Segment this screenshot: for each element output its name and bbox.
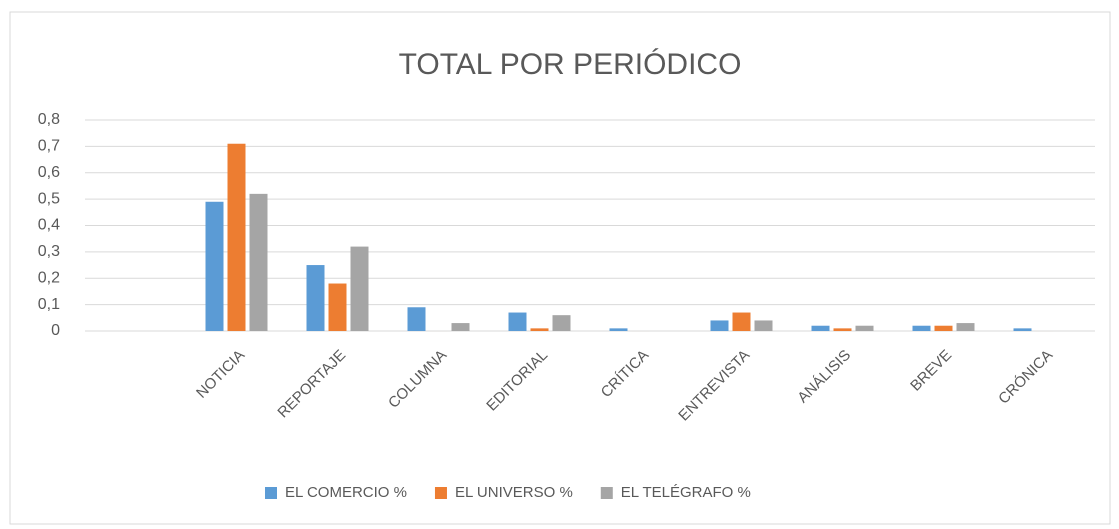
- bar: [912, 325, 931, 331]
- legend-label: EL COMERCIO %: [285, 484, 407, 501]
- bar: [227, 143, 246, 331]
- bar: [732, 312, 751, 331]
- bar: [530, 328, 549, 331]
- y-tick-label: 0,4: [38, 217, 60, 234]
- legend-label: EL UNIVERSO %: [455, 484, 573, 501]
- bar: [306, 265, 325, 331]
- bar: [833, 328, 852, 331]
- bar: [508, 312, 527, 331]
- y-tick-label: 0,3: [38, 243, 60, 260]
- bar: [956, 323, 975, 331]
- bar: [754, 320, 773, 331]
- legend-swatch: [600, 487, 613, 499]
- bar: [934, 325, 953, 331]
- bar: [710, 320, 729, 331]
- y-tick-label: 0,8: [38, 111, 60, 128]
- y-tick-label: 0,1: [38, 296, 60, 313]
- bar: [552, 315, 571, 331]
- bar: [407, 307, 426, 331]
- chart-frame: [9, 11, 1111, 525]
- legend-label: EL TELÉGRAFO %: [621, 484, 751, 501]
- bar: [855, 325, 874, 331]
- y-tick-label: 0,2: [38, 269, 60, 286]
- y-tick-label: 0,6: [38, 164, 60, 181]
- bar: [350, 246, 369, 331]
- bar: [451, 323, 470, 331]
- bar: [1013, 328, 1032, 331]
- bar: [249, 193, 268, 331]
- bar: [328, 283, 347, 331]
- y-tick-label: 0,7: [38, 138, 60, 155]
- y-tick-label: 0: [51, 322, 60, 339]
- legend-swatch: [265, 487, 277, 499]
- bar: [205, 201, 224, 331]
- bar: [609, 328, 628, 331]
- bar: [811, 325, 830, 331]
- legend-swatch: [434, 487, 447, 499]
- y-tick-label: 0,5: [38, 190, 60, 207]
- chart-title: TOTAL POR PERIÓDICO: [399, 48, 742, 81]
